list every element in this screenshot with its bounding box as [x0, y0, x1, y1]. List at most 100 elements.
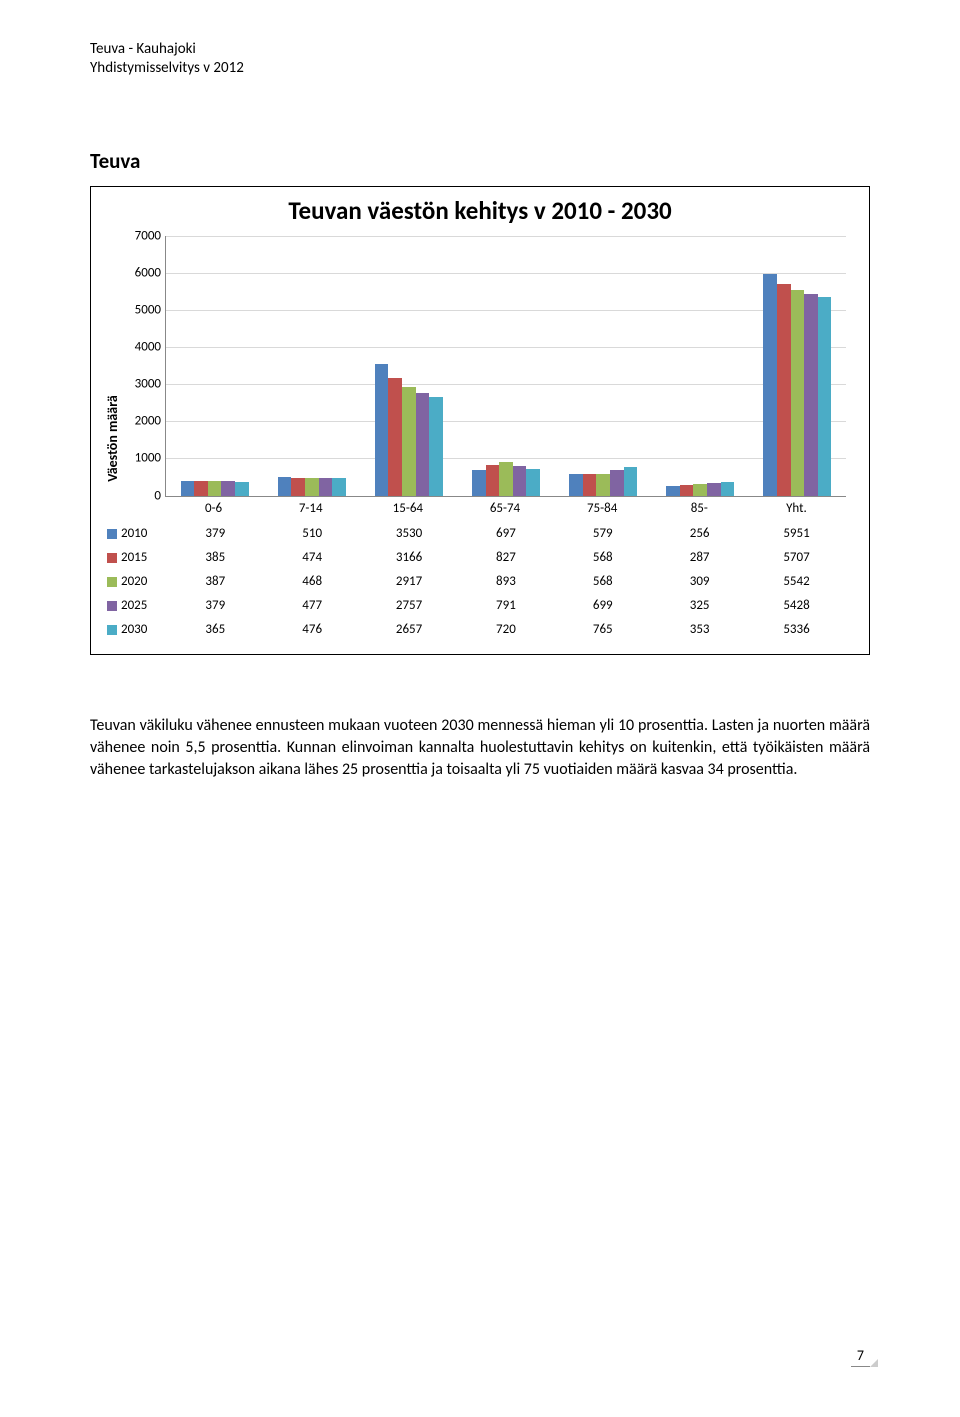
chart-bar — [305, 478, 319, 495]
page-corner-fold-icon — [870, 1359, 878, 1367]
table-cell: 699 — [554, 594, 651, 618]
legend-cell: 2030 — [105, 618, 167, 642]
table-cell: 2757 — [361, 594, 458, 618]
chart-bar — [513, 466, 527, 495]
chart-bar — [680, 485, 694, 496]
table-cell: 2657 — [361, 618, 458, 642]
chart-bar — [569, 474, 583, 496]
page-number: 7 — [851, 1347, 870, 1367]
table-cell: 720 — [457, 618, 554, 642]
chart-data-table: 2010379510353069757925659512015385474316… — [105, 522, 845, 642]
y-tick-label: 3000 — [135, 377, 161, 392]
chart-plot-area — [165, 236, 846, 497]
table-cell: 309 — [651, 570, 748, 594]
chart-bar — [526, 469, 540, 496]
table-cell: 893 — [457, 570, 554, 594]
chart-container: Teuvan väestön kehitys v 2010 - 2030 Väe… — [90, 186, 870, 655]
legend-swatch-icon — [107, 529, 117, 539]
chart-bar — [804, 294, 818, 496]
chart-bar — [472, 470, 486, 496]
x-tick-label: 85- — [651, 501, 748, 516]
table-cell: 3530 — [361, 522, 458, 546]
table-row: 202537947727577916993255428 — [105, 594, 845, 618]
chart-bar — [486, 465, 500, 496]
table-cell: 568 — [554, 570, 651, 594]
chart-bar — [791, 290, 805, 496]
legend-cell: 2025 — [105, 594, 167, 618]
y-tick-label: 1000 — [135, 451, 161, 466]
y-tick-label: 0 — [154, 488, 161, 503]
legend-swatch-icon — [107, 577, 117, 587]
chart-bar — [319, 478, 333, 496]
chart-bar — [707, 483, 721, 495]
chart-bar — [777, 284, 791, 496]
chart-gridline — [166, 310, 846, 311]
legend-series-name: 2010 — [121, 526, 147, 541]
chart-bar — [221, 481, 235, 495]
section-heading: Teuva — [90, 148, 890, 174]
chart-title: Teuvan väestön kehitys v 2010 - 2030 — [99, 195, 861, 226]
legend-swatch-icon — [107, 601, 117, 611]
table-cell: 287 — [651, 546, 748, 570]
table-cell: 697 — [457, 522, 554, 546]
table-cell: 5542 — [748, 570, 845, 594]
chart-bar — [429, 397, 443, 496]
chart-gridline — [166, 236, 846, 237]
table-cell: 385 — [167, 546, 264, 570]
chart-bar — [763, 274, 777, 495]
chart-bar — [388, 378, 402, 496]
table-cell: 379 — [167, 522, 264, 546]
chart-bar — [416, 393, 430, 495]
table-cell: 5951 — [748, 522, 845, 546]
chart-bar — [721, 482, 735, 495]
y-tick-label: 6000 — [135, 265, 161, 280]
table-cell: 765 — [554, 618, 651, 642]
chart-gridline — [166, 458, 846, 459]
chart-bar — [499, 462, 513, 495]
table-cell: 5428 — [748, 594, 845, 618]
chart-gridline — [166, 273, 846, 274]
legend-series-name: 2025 — [121, 598, 147, 613]
y-tick-label: 4000 — [135, 339, 161, 354]
table-cell: 256 — [651, 522, 748, 546]
legend-cell: 2010 — [105, 522, 167, 546]
table-cell: 477 — [264, 594, 361, 618]
table-cell: 379 — [167, 594, 264, 618]
table-cell: 474 — [264, 546, 361, 570]
y-axis-label: Väestön määrä — [104, 395, 121, 482]
table-cell: 579 — [554, 522, 651, 546]
table-cell: 568 — [554, 546, 651, 570]
table-cell: 510 — [264, 522, 361, 546]
y-tick-label: 7000 — [135, 228, 161, 243]
table-cell: 387 — [167, 570, 264, 594]
table-cell: 3166 — [361, 546, 458, 570]
table-cell: 827 — [457, 546, 554, 570]
table-cell: 5707 — [748, 546, 845, 570]
x-tick-label: 75-84 — [554, 501, 651, 516]
header-line-2: Yhdistymisselvitys v 2012 — [90, 59, 890, 78]
chart-bar — [375, 364, 389, 495]
table-row: 2010 37951035306975792565951 — [105, 522, 845, 546]
chart-bar — [693, 484, 707, 495]
table-row: 203036547626577207653535336 — [105, 618, 845, 642]
chart-bar — [194, 481, 208, 495]
legend-series-name: 2030 — [121, 622, 147, 637]
table-row: 201538547431668275682875707 — [105, 546, 845, 570]
chart-gridline — [166, 347, 846, 348]
table-cell: 365 — [167, 618, 264, 642]
chart-bar — [278, 477, 292, 496]
chart-bar — [402, 387, 416, 495]
chart-bar — [624, 467, 638, 495]
legend-cell: 2020 — [105, 570, 167, 594]
chart-bar — [332, 478, 346, 496]
x-tick-label: Yht. — [748, 501, 845, 516]
chart-bar — [235, 482, 249, 496]
y-axis-ticks: 01000200030004000500060007000 — [125, 236, 165, 496]
chart-bar — [583, 474, 597, 495]
legend-series-name: 2020 — [121, 574, 147, 589]
chart-bar — [181, 481, 195, 495]
table-cell: 791 — [457, 594, 554, 618]
page-header: Teuva - Kauhajoki Yhdistymisselvitys v 2… — [90, 40, 890, 78]
x-tick-label: 65-74 — [456, 501, 553, 516]
chart-bar — [666, 486, 680, 496]
